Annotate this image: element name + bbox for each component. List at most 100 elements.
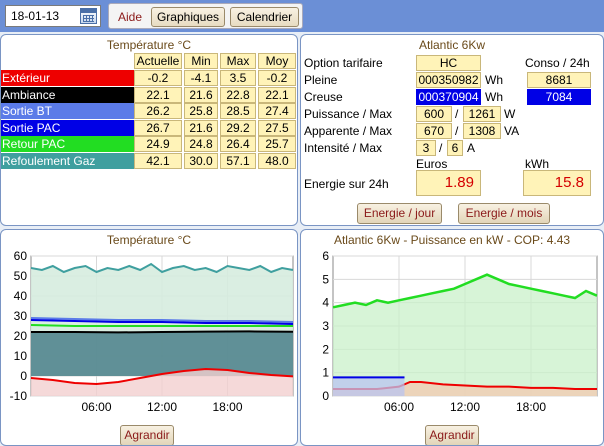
apparente-value: 670 bbox=[416, 123, 452, 139]
temperature-cell: 48.0 bbox=[258, 152, 296, 169]
energie-mois-button[interactable]: Energie / mois bbox=[458, 203, 550, 224]
temperature-cell: 21.6 bbox=[184, 86, 218, 103]
power-chart-panel: Atlantic 6Kw - Puissance en kW - COP: 4.… bbox=[300, 229, 604, 446]
intensite-label: Intensité / Max bbox=[304, 141, 383, 155]
col-header: Actuelle bbox=[134, 53, 182, 69]
temperature-cell: 30.0 bbox=[184, 152, 218, 169]
option-tarifaire-value: HC bbox=[416, 55, 481, 71]
temperature-cell: 28.5 bbox=[220, 103, 256, 119]
y-tick-label: 40 bbox=[14, 289, 28, 303]
temperature-cell: 27.5 bbox=[258, 119, 296, 136]
temperature-row: Sortie BT 26.2 25.8 28.5 27.4 bbox=[1, 103, 297, 119]
temperature-row: Sortie PAC 26.7 21.6 29.2 27.5 bbox=[1, 119, 297, 136]
agrandir-power-button[interactable]: Agrandir bbox=[425, 425, 479, 445]
kwh-label: kWh bbox=[525, 157, 549, 171]
creuse-conso: 7084 bbox=[527, 89, 591, 105]
temperature-row-label: Refoulement Gaz bbox=[1, 152, 134, 169]
y-tick-label: 4 bbox=[322, 296, 329, 310]
series-line bbox=[31, 330, 294, 334]
pleine-index: 000350982 bbox=[416, 72, 481, 88]
power-chart: 0 1 2 3 4 5 6 06:00 12:00 18:00 bbox=[322, 249, 598, 414]
slash: / bbox=[455, 124, 459, 138]
calendrier-button[interactable]: Calendrier bbox=[230, 7, 299, 27]
y-tick-label: 2 bbox=[322, 342, 329, 356]
puissance-label: Puissance / Max bbox=[304, 107, 393, 121]
y-tick-label: 30 bbox=[14, 309, 28, 323]
temperature-row: Extérieur -0.2 -4.1 3.5 -0.2 bbox=[1, 70, 297, 86]
y-tick-label: 1 bbox=[322, 366, 329, 380]
series-line bbox=[332, 273, 598, 309]
temperature-cell: 26.4 bbox=[220, 136, 256, 152]
date-value[interactable]: 18-01-13 bbox=[11, 9, 60, 23]
temperature-cell: 25.8 bbox=[184, 103, 218, 119]
puissance-unit: W bbox=[504, 107, 516, 121]
atlantic-panel: Atlantic 6Kw Option tarifaire HC Conso /… bbox=[300, 34, 604, 226]
temperature-cell: 42.1 bbox=[134, 152, 182, 169]
y-tick-label: 0 bbox=[322, 389, 329, 403]
temperature-cell: 22.1 bbox=[134, 86, 182, 103]
calendar-icon[interactable] bbox=[80, 8, 97, 24]
temperature-cell: 25.7 bbox=[258, 136, 296, 152]
apparente-unit: VA bbox=[504, 124, 520, 138]
series-line bbox=[30, 324, 293, 327]
y-tick-label: 50 bbox=[14, 269, 28, 283]
temperature-cell: -0.2 bbox=[134, 70, 182, 86]
menu-bar: Aide Graphiques Calendrier bbox=[108, 3, 303, 29]
creuse-label: Creuse bbox=[304, 90, 343, 104]
temperature-cell: 57.1 bbox=[220, 152, 256, 169]
series-area bbox=[333, 377, 405, 396]
temperature-cell: 26.7 bbox=[134, 119, 182, 136]
y-tick-label: 60 bbox=[14, 249, 28, 263]
col-header: Moy bbox=[258, 53, 296, 69]
series-area bbox=[333, 274, 597, 396]
temperature-cell: 24.9 bbox=[134, 136, 182, 152]
temperature-chart-panel: Température °C -10 0 10 20 30 40 50 60 06:00 12:0… bbox=[0, 229, 298, 446]
col-header: Max bbox=[220, 53, 256, 69]
temperature-row-label: Sortie BT bbox=[1, 103, 134, 119]
temperature-row-label: Retour PAC bbox=[1, 136, 134, 152]
temperature-title: Température °C bbox=[106, 38, 192, 52]
creuse-unit: Wh bbox=[485, 90, 503, 104]
pleine-conso: 8681 bbox=[527, 72, 591, 88]
energie-24h-label: Energie sur 24h bbox=[304, 177, 389, 191]
agrandir-temperature-button[interactable]: Agrandir bbox=[120, 425, 174, 445]
temperature-header-row: Actuelle Min Max Moy bbox=[1, 53, 297, 69]
y-tick-label: 0 bbox=[20, 369, 27, 383]
slash: / bbox=[455, 107, 459, 121]
temperature-row-label: Sortie PAC bbox=[1, 119, 134, 136]
temperature-cell: 3.5 bbox=[220, 70, 256, 86]
slash: / bbox=[439, 141, 443, 155]
x-tick-label: 06:00 bbox=[81, 400, 111, 414]
y-tick-label: -10 bbox=[10, 389, 28, 403]
x-tick-label: 12:00 bbox=[450, 400, 480, 414]
y-tick-label: 6 bbox=[322, 249, 329, 263]
temperature-cell: 22.1 bbox=[258, 86, 296, 103]
temperature-row: Ambiance 22.1 21.6 22.8 22.1 bbox=[1, 86, 297, 103]
graphiques-button[interactable]: Graphiques bbox=[151, 7, 225, 27]
temperature-row-label: Extérieur bbox=[1, 70, 134, 86]
date-picker[interactable]: 18-01-13 bbox=[5, 5, 101, 27]
puissance-value: 600 bbox=[416, 106, 452, 122]
apparente-max: 1308 bbox=[463, 123, 501, 139]
conso-24h-label: Conso / 24h bbox=[525, 56, 590, 70]
x-tick-label: 18:00 bbox=[516, 400, 546, 414]
temperature-row: Refoulement Gaz 42.1 30.0 57.1 48.0 bbox=[1, 152, 297, 169]
pleine-label: Pleine bbox=[304, 73, 338, 87]
intensite-value: 3 bbox=[416, 140, 436, 156]
x-tick-label: 06:00 bbox=[384, 400, 414, 414]
temperature-row-label: Ambiance bbox=[1, 86, 134, 103]
col-header: Min bbox=[184, 53, 218, 69]
temperature-row: Retour PAC 24.9 24.8 26.4 25.7 bbox=[1, 136, 297, 152]
temperature-cell: 24.8 bbox=[184, 136, 218, 152]
series-line bbox=[30, 317, 294, 323]
energie-euros: 1.89 bbox=[416, 170, 481, 196]
series-line bbox=[30, 262, 294, 274]
energie-jour-button[interactable]: Energie / jour bbox=[357, 203, 442, 224]
y-tick-label: 5 bbox=[322, 272, 329, 286]
power-chart-title: Atlantic 6Kw - Puissance en kW - COP: 4.… bbox=[333, 233, 571, 247]
aide-link[interactable]: Aide bbox=[118, 10, 143, 24]
temperature-chart: -10 0 10 20 30 40 50 60 06:00 12:00 18:00 bbox=[10, 249, 294, 414]
temperature-cell: 27.4 bbox=[258, 103, 296, 119]
x-tick-label: 18:00 bbox=[212, 400, 242, 414]
intensite-max: 6 bbox=[447, 140, 463, 156]
